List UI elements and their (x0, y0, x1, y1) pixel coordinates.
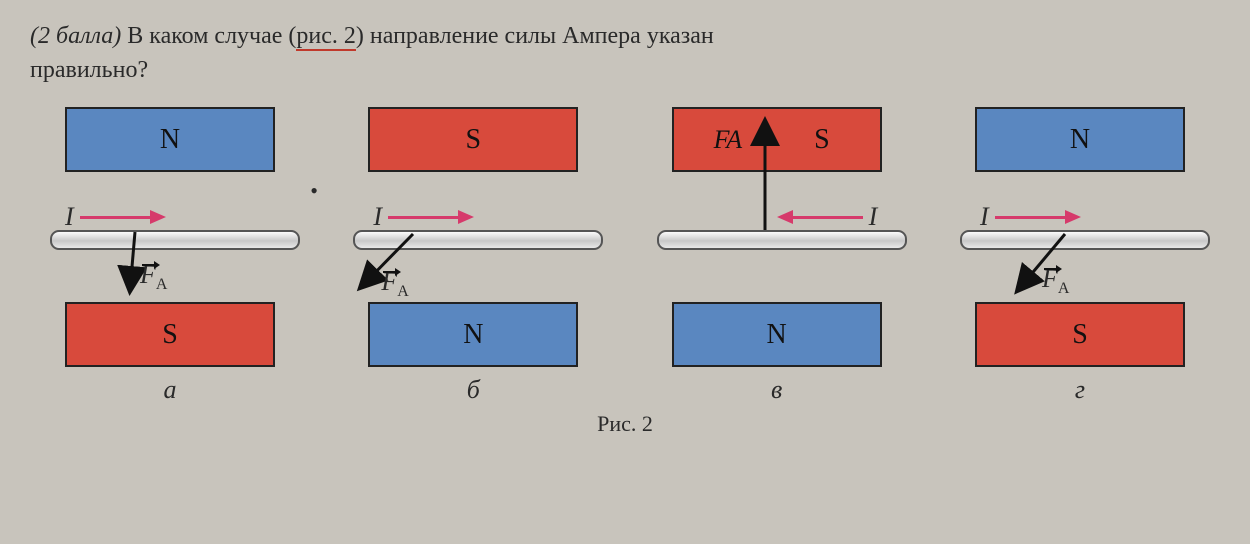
figure-link: рис. 2 (296, 23, 356, 51)
magnet-bottom: N (672, 302, 882, 367)
force-label: FA (140, 260, 167, 294)
panel-a: N • I FA S а (30, 107, 310, 405)
magnet-bottom: S (975, 302, 1185, 367)
panel-label: а (164, 375, 177, 405)
magnet-top: N (975, 107, 1185, 172)
magnet-top: N (65, 107, 275, 172)
panel-a-mid: I FA (40, 172, 300, 302)
speck: • (310, 178, 318, 204)
figure-caption: Рис. 2 (30, 411, 1220, 437)
current-arrow: I (777, 202, 878, 232)
panel-v: FA S I N в (637, 107, 917, 405)
figure-panels: N • I FA S а S I (30, 107, 1220, 405)
force-arrow (950, 172, 1210, 302)
wire (657, 230, 907, 250)
magnet-top: S (368, 107, 578, 172)
panel-label: в (771, 375, 782, 405)
panel-label: б (467, 375, 480, 405)
magnet-bottom: S (65, 302, 275, 367)
magnet-bottom: N (368, 302, 578, 367)
question-text: (2 балла) В каком случае (рис. 2) направ… (30, 20, 1220, 87)
panel-b: S I FA N б (333, 107, 613, 405)
panel-g-mid: I FA (950, 172, 1210, 302)
panel-label: г (1075, 375, 1085, 405)
force-label: FA (1042, 264, 1069, 298)
force-arrow (40, 172, 300, 302)
points: (2 балла) (30, 23, 121, 49)
force-label: FA (381, 267, 408, 301)
panel-g: N I FA S г (940, 107, 1220, 405)
panel-b-mid: I FA (343, 172, 603, 302)
panel-v-mid: I (647, 172, 907, 302)
